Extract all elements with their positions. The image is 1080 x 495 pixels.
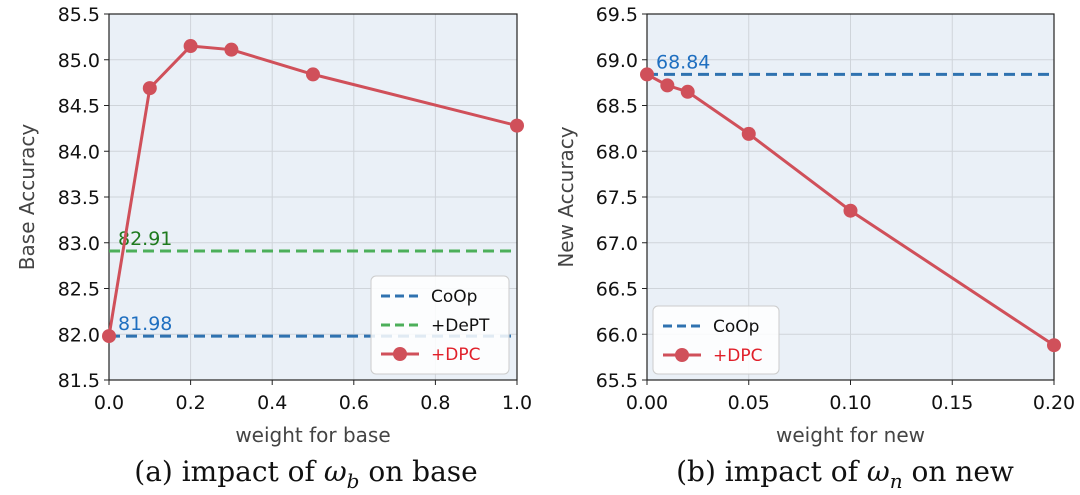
y-axis-label: New Accuracy [554, 126, 578, 267]
data-point [102, 329, 116, 344]
y-tick-label: 83.5 [58, 187, 100, 209]
legend-label: CoOp [431, 287, 477, 307]
x-tick-label: 0.0 [94, 392, 124, 414]
caption-suffix: on base [359, 455, 477, 488]
hline-value-label: 82.91 [118, 228, 172, 250]
x-tick-label: 0.2 [175, 392, 205, 414]
y-tick-label: 67.0 [596, 233, 638, 255]
x-tick-label: 0.8 [420, 392, 450, 414]
y-axis-label: Base Accuracy [15, 124, 39, 271]
caption-prefix: (a) impact of [134, 455, 324, 488]
x-axis-label: weight for base [235, 423, 390, 447]
y-tick-label: 83.0 [58, 233, 100, 255]
chart-panel-b: 65.5 66.0 66.5 67.0 67.5 68.0 68.5 69.0 69.5 0.00… [554, 4, 1075, 493]
y-tick-label: 85.5 [58, 4, 100, 26]
chart-panel-a: 81.5 82.0 82.5 83.0 83.5 84.0 84.5 85.0 85.5 0.0 0… [15, 4, 532, 493]
x-tick-label: 0.10 [829, 392, 871, 414]
data-point [183, 39, 198, 54]
x-axis-label: weight for new [776, 423, 925, 447]
legend-label: +DePT [431, 316, 490, 336]
y-tick-label: 65.5 [596, 370, 638, 392]
y-tick-label: 81.5 [58, 370, 100, 392]
legend-box [370, 275, 510, 375]
y-tick-label: 66.5 [596, 279, 638, 301]
y-tick-label: 66.0 [596, 324, 638, 346]
x-tick-label: 0.05 [728, 392, 770, 414]
x-tick-label: 0.4 [257, 392, 287, 414]
hline-value-label: 68.84 [656, 51, 710, 73]
y-tick-label: 82.0 [58, 324, 100, 346]
y-tick-label: 69.0 [596, 50, 638, 72]
x-tick-label: 0.6 [339, 392, 369, 414]
legend-label: CoOp [713, 317, 759, 337]
x-tick-label: 0.15 [931, 392, 973, 414]
series-line-dpc [107, 44, 518, 337]
legend-marker-dpc [393, 347, 407, 361]
data-point [843, 203, 858, 218]
data-point [741, 126, 756, 141]
legend-label: +DPC [431, 345, 480, 365]
y-tick-label: 84.0 [58, 141, 100, 163]
x-tick-label: 0.20 [1033, 392, 1075, 414]
y-tick-label: 82.5 [58, 279, 100, 301]
data-point [660, 78, 675, 93]
caption-subscript: n [890, 469, 903, 493]
y-tick-label: 67.5 [596, 187, 638, 209]
caption-prefix: (b) impact of [676, 455, 867, 488]
y-tick-label: 69.5 [596, 4, 638, 26]
figure-caption: (b) impact of ωn on new [676, 455, 1014, 493]
data-point [1047, 338, 1061, 353]
y-tick-label: 85.0 [58, 50, 100, 72]
figure-caption: (a) impact of ωb on base [134, 455, 477, 493]
y-tick-label: 68.5 [596, 96, 638, 118]
data-point [640, 67, 654, 82]
y-tick-label: 84.5 [58, 96, 100, 118]
legend: CoOp +DPC [652, 305, 780, 375]
x-tick-label: 0.00 [626, 392, 668, 414]
data-point [142, 81, 157, 96]
data-point [306, 67, 320, 82]
caption-suffix: on new [903, 455, 1014, 488]
legend-label: +DPC [713, 346, 762, 366]
caption-symbol: ω [324, 455, 347, 488]
x-tick-label: 1.0 [502, 392, 532, 414]
hline-value-label: 81.98 [118, 313, 172, 335]
caption-symbol: ω [867, 455, 890, 488]
data-point [224, 42, 239, 57]
caption-subscript: b [347, 469, 360, 493]
legend: CoOp +DePT +DPC [370, 275, 510, 375]
data-point [510, 118, 524, 133]
data-point [680, 84, 695, 99]
y-tick-label: 68.0 [596, 141, 638, 163]
legend-marker-dpc [675, 348, 689, 362]
